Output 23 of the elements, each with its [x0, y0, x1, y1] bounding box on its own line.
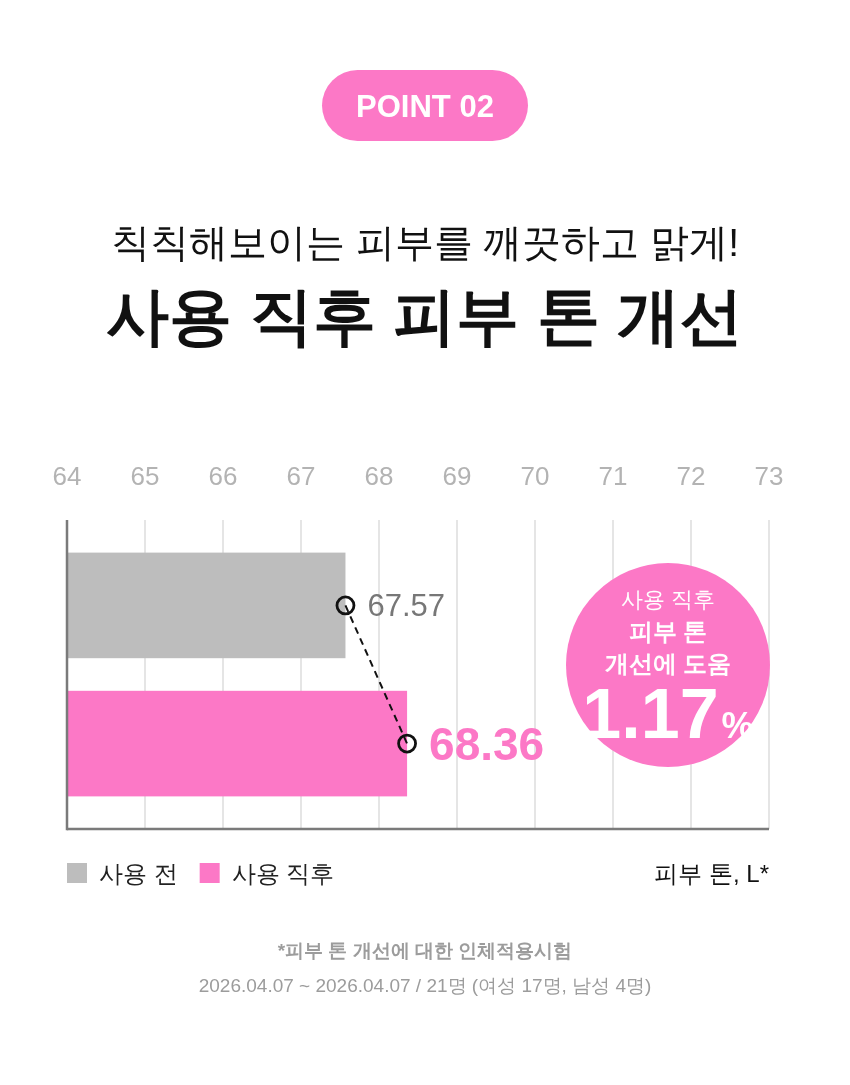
- x-tick-label: 66: [208, 461, 238, 491]
- annotation: 개선에 도움: [604, 649, 732, 677]
- data-label: 68.36: [429, 717, 545, 770]
- x-tick-label: 69: [442, 461, 472, 491]
- x-tick-label: 70: [520, 461, 550, 491]
- legend-label: 사용 전: [99, 859, 178, 887]
- x-tick-label: 72: [676, 461, 706, 491]
- x-tick-label: 64: [52, 461, 82, 491]
- legend-label: 사용 직후: [231, 859, 335, 887]
- chart-title: 사용 직후 피부 톤 개선: [106, 281, 744, 351]
- x-tick-label: 65: [130, 461, 160, 491]
- x-tick-label: 73: [754, 461, 784, 491]
- annotation: 사용 직후: [620, 586, 716, 612]
- text: *피부 톤 개선에 대한 인체적용시험: [277, 939, 573, 961]
- x-tick-label: 68: [364, 461, 394, 491]
- x-tick-label: 67: [286, 461, 316, 491]
- data-label: 67.57: [367, 587, 446, 623]
- annotation: 피부 톤: [628, 617, 708, 645]
- chart-subtitle: 칙칙해보이는 피부를 깨끗하고 맑게!: [110, 220, 740, 264]
- x-tick-label: 71: [598, 461, 628, 491]
- text: POINT 02: [356, 88, 494, 124]
- text: 2026.04.07 ~ 2026.04.07 / 21명 (여성 17명, 남성 4명): [198, 974, 652, 996]
- x-axis-title: 피부 톤, L*: [654, 859, 769, 887]
